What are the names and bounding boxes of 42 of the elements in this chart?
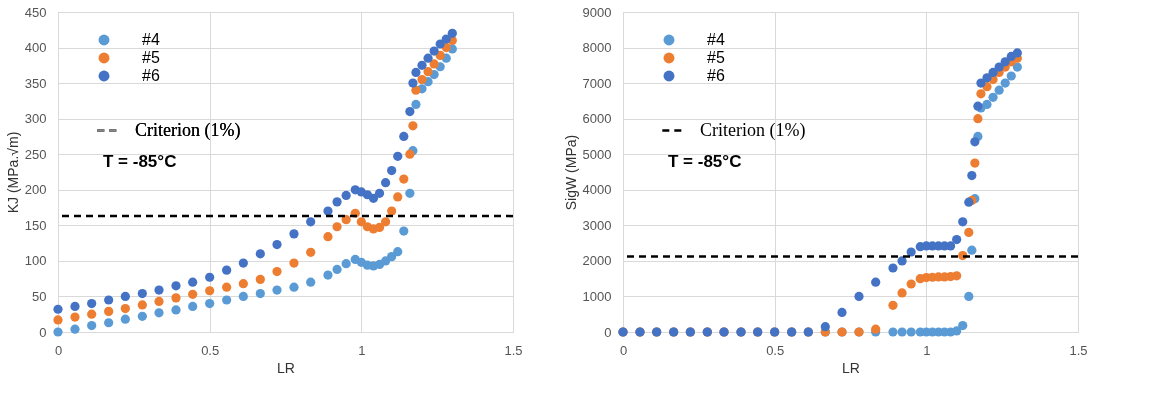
y-tick-label: 50	[32, 288, 47, 304]
y-tick-label: 2000	[582, 253, 612, 269]
x-tick-label: 1	[358, 342, 366, 358]
legend-label: Criterion (1%)	[700, 119, 806, 141]
y-tick-label: 9000	[582, 4, 612, 20]
y-tick-label: 250	[24, 146, 47, 162]
y-tick-label: 150	[24, 217, 47, 233]
y-tick-label: 0	[604, 324, 612, 340]
y-tick-label: 5000	[582, 146, 612, 162]
y-tick-label: 200	[24, 182, 47, 198]
x-axis-title: LR	[842, 359, 860, 376]
y-tick-label: 400	[24, 40, 47, 56]
y-tick-label: 3000	[582, 217, 612, 233]
x-tick-label: 1	[923, 342, 931, 358]
x-tick-label: 0.5	[201, 342, 220, 358]
x-axis-title: LR	[277, 359, 295, 376]
y-tick-label: 4000	[582, 182, 612, 198]
x-tick-label: 1.5	[504, 342, 523, 358]
y-tick-label: 300	[24, 111, 47, 127]
legend-label: #4	[707, 31, 725, 48]
legend-label: #6	[142, 67, 160, 84]
y-tick-label: 0	[39, 324, 47, 340]
legend-label: #4	[142, 31, 160, 48]
x-tick-label: 0.5	[766, 342, 785, 358]
annotation: T = -85°C	[103, 152, 177, 171]
legend-label: Criterion (1%)	[135, 119, 241, 141]
y-axis-title: KJ (MPa.√m)	[4, 131, 21, 214]
y-tick-label: 8000	[582, 40, 612, 56]
legend-label: #6	[707, 67, 725, 84]
y-axis-title: SigW (MPa)	[562, 134, 579, 211]
y-tick-label: 6000	[582, 111, 612, 127]
y-tick-label: 350	[24, 75, 47, 91]
y-tick-label: 450	[24, 4, 47, 20]
annotation: T = -85°C	[668, 152, 742, 171]
legend-label: #5	[142, 49, 160, 66]
y-tick-label: 7000	[582, 75, 612, 91]
x-tick-label: 0	[619, 342, 628, 358]
legend-label: #5	[707, 49, 725, 66]
x-tick-label: 1.5	[1069, 342, 1088, 358]
y-tick-label: 1000	[582, 288, 612, 304]
y-tick-label: 100	[24, 253, 47, 269]
x-tick-label: 0	[54, 342, 63, 358]
